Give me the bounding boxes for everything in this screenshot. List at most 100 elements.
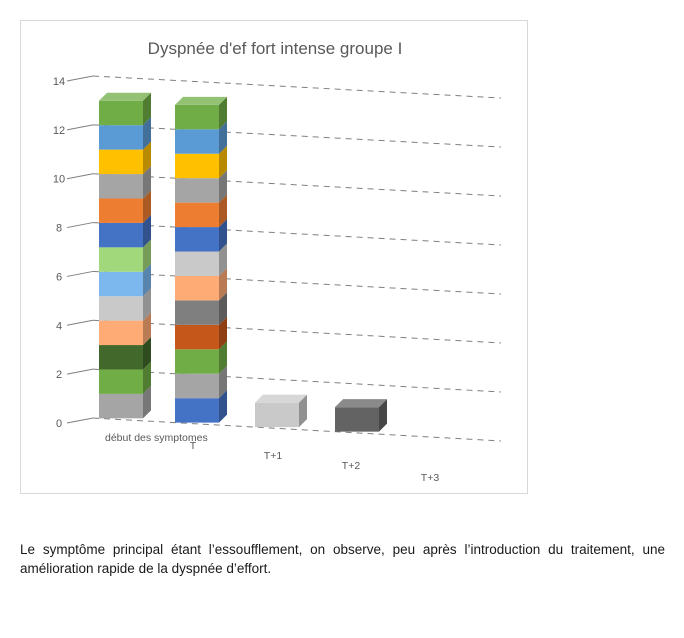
- bar-segment-side: [143, 239, 151, 272]
- bar-segment: [99, 385, 151, 419]
- bar-segment: [175, 96, 227, 130]
- bar-segment-front: [175, 227, 219, 252]
- bar-segment-front: [99, 247, 143, 272]
- gridline: [92, 319, 502, 344]
- bar-stack: [255, 394, 307, 428]
- gridline: [92, 270, 502, 295]
- bar-segment-front: [175, 275, 219, 301]
- y-tick-label: 14: [53, 76, 65, 88]
- bar-segment-side: [143, 166, 151, 199]
- bar-segment-side: [143, 141, 151, 175]
- bar-segment-side: [379, 399, 387, 432]
- bar-segment-top: [99, 92, 151, 101]
- bar-segment-top: [255, 394, 307, 403]
- bar-segment-front: [99, 320, 143, 346]
- bar-segment-front: [175, 300, 219, 325]
- x-category-label: T+1: [264, 450, 283, 462]
- bar-segment-side: [219, 365, 227, 399]
- gridlines: [66, 75, 502, 442]
- bar-segment-side: [143, 190, 151, 223]
- bar-segment: [99, 263, 151, 297]
- y-tick-label: 8: [56, 223, 62, 235]
- bar-segment: [99, 117, 151, 150]
- bar-segment: [99, 239, 151, 272]
- bar-segment-front: [99, 100, 143, 126]
- gridline-depth: [66, 270, 94, 277]
- bar-segment-front: [99, 296, 143, 321]
- bar-stack: [99, 92, 151, 419]
- bar-segment: [99, 166, 151, 199]
- bar-segment-front: [175, 398, 219, 423]
- bar-segment-front: [99, 125, 143, 150]
- bar-segment-side: [219, 170, 227, 203]
- bar-segment-side: [143, 337, 151, 370]
- bar-segment-top: [335, 399, 387, 408]
- bar-segment: [175, 316, 227, 350]
- chart-svg: Dyspnée d'ef fort intense groupe I 0 2 4 6 8…: [53, 39, 502, 484]
- bar-segment-front: [175, 202, 219, 228]
- gridline: [92, 173, 502, 197]
- bar-segment-front: [175, 104, 219, 130]
- bar-segment: [175, 243, 227, 276]
- bar-segment-side: [219, 194, 227, 228]
- bar-segment-front: [99, 198, 143, 223]
- bar-segment: [175, 194, 227, 228]
- y-tick-label: 12: [53, 125, 65, 137]
- bar-segment: [175, 267, 227, 301]
- bar-segment-side: [219, 243, 227, 276]
- gridline-depth: [66, 368, 94, 375]
- bar-segment-side: [219, 96, 227, 130]
- bar-segment: [175, 365, 227, 399]
- bar-segment-front: [175, 178, 219, 203]
- bar-segment-side: [219, 341, 227, 374]
- gridline-depth: [66, 319, 94, 326]
- bar-segment: [175, 145, 227, 179]
- bar-segment-front: [175, 251, 219, 276]
- gridline-depth: [66, 124, 94, 131]
- bar-segment-front: [175, 324, 219, 350]
- bar-segment: [99, 190, 151, 223]
- bar-segment: [99, 337, 151, 370]
- chart-frame: Dyspnée d'ef fort intense groupe I 0 2 4 6 8…: [20, 20, 528, 494]
- bar-segment-side: [143, 214, 151, 248]
- bar-segment-front: [99, 393, 143, 419]
- bar-segment-front: [99, 222, 143, 248]
- bar-segment-side: [219, 145, 227, 179]
- bar-segment-front: [99, 345, 143, 370]
- bar-segment-top: [175, 96, 227, 105]
- bar-segment-front: [99, 271, 143, 297]
- y-tick-label: 2: [56, 369, 62, 381]
- bar-stack: [175, 96, 227, 423]
- y-tick-label: 4: [56, 320, 62, 332]
- bar-segment-side: [143, 117, 151, 150]
- bar-segment: [99, 312, 151, 346]
- gridline: [92, 368, 502, 393]
- bar-segment-side: [219, 316, 227, 350]
- gridline: [92, 124, 502, 148]
- bar-segment-front: [175, 373, 219, 399]
- x-category-label: début des symptomes: [105, 432, 208, 444]
- bar-segment-side: [219, 121, 227, 154]
- bar-segment-side: [219, 390, 227, 423]
- bar-segment-side: [219, 267, 227, 301]
- bar-segment: [99, 141, 151, 175]
- gridline-depth: [66, 417, 94, 424]
- bar-segment-side: [299, 394, 307, 428]
- bar-segment-side: [219, 219, 227, 252]
- gridline-depth: [66, 173, 94, 180]
- bar-segment: [255, 394, 307, 428]
- bar-segment-side: [143, 92, 151, 126]
- bar-segment-front: [175, 349, 219, 374]
- y-tick-label: 6: [56, 271, 62, 283]
- bar-segment: [175, 341, 227, 374]
- bar-segment-side: [143, 263, 151, 297]
- bar-segment: [99, 92, 151, 126]
- y-tick-label: 10: [53, 174, 65, 186]
- bar-segment-side: [143, 385, 151, 419]
- x-category-label: T+3: [421, 472, 440, 484]
- bar-segment-front: [99, 149, 143, 175]
- gridline: [92, 417, 502, 442]
- bar-segment: [175, 219, 227, 252]
- gridline-depth: [66, 75, 94, 82]
